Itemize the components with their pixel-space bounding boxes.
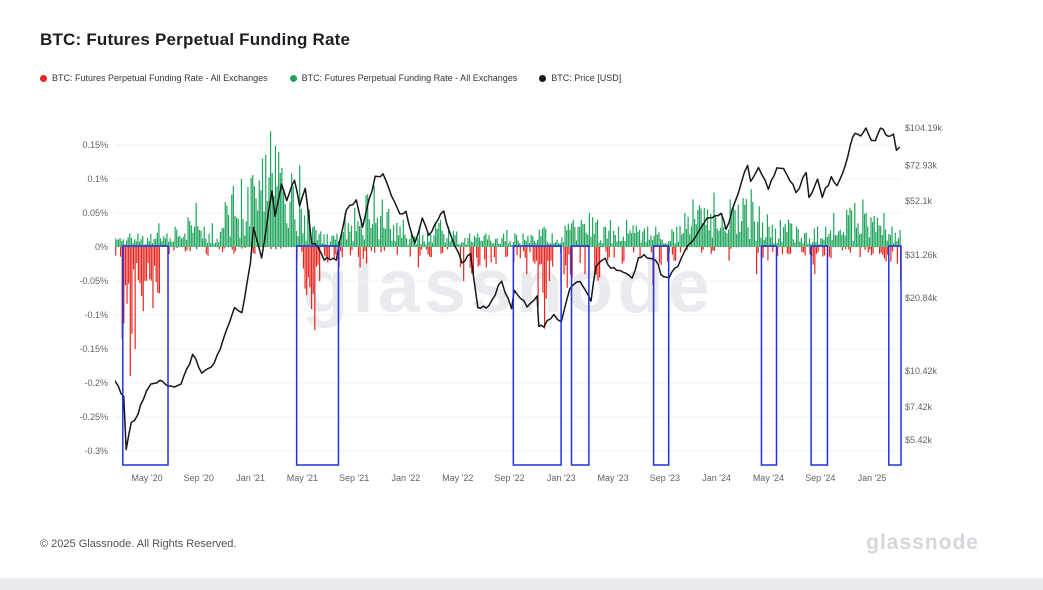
chart-legend: BTC: Futures Perpetual Funding Rate - Al… [40, 73, 621, 83]
svg-text:Jan '24: Jan '24 [702, 473, 731, 483]
svg-text:Sep '24: Sep '24 [805, 473, 835, 483]
svg-text:Sep '22: Sep '22 [494, 473, 524, 483]
svg-text:$20.84k: $20.84k [905, 293, 938, 303]
svg-text:May '23: May '23 [597, 473, 628, 483]
svg-text:Jan '21: Jan '21 [236, 473, 265, 483]
svg-text:May '21: May '21 [287, 473, 318, 483]
svg-text:0%: 0% [95, 242, 108, 252]
copyright-text: © 2025 Glassnode. All Rights Reserved. [40, 538, 237, 550]
svg-text:Jan '23: Jan '23 [547, 473, 576, 483]
funding-rate-bars [115, 131, 901, 377]
svg-text:$72.93k: $72.93k [905, 161, 938, 171]
svg-text:-0.2%: -0.2% [84, 378, 108, 388]
highlight-box [512, 245, 562, 466]
svg-text:Sep '21: Sep '21 [339, 473, 369, 483]
highlight-box [122, 245, 169, 466]
svg-text:May '22: May '22 [442, 473, 473, 483]
highlight-boxes [122, 245, 902, 466]
svg-text:-0.15%: -0.15% [79, 344, 108, 354]
svg-text:Jan '22: Jan '22 [392, 473, 421, 483]
svg-text:-0.05%: -0.05% [79, 276, 108, 286]
page-title: BTC: Futures Perpetual Funding Rate [40, 30, 351, 49]
svg-text:May '20: May '20 [131, 473, 162, 483]
highlight-box [810, 245, 829, 466]
x-axis-labels: May '20 Sep '20 Jan '21 May '21 Sep '21 Jan '… [131, 473, 886, 483]
svg-text:May '24: May '24 [753, 473, 784, 483]
svg-text:$7.42k: $7.42k [905, 402, 933, 412]
highlight-box [652, 245, 670, 466]
bottom-strip [0, 578, 1043, 590]
svg-text:Sep '20: Sep '20 [184, 473, 214, 483]
svg-text:0.1%: 0.1% [87, 174, 108, 184]
svg-text:$5.42k: $5.42k [905, 435, 933, 445]
legend-item-price[interactable]: BTC: Price [USD] [539, 73, 621, 83]
y-axis-left-labels: 0.15% 0.1% 0.05% 0% -0.05% -0.1% -0.15% -0.2% -0… [79, 140, 108, 456]
svg-text:-0.3%: -0.3% [84, 446, 108, 456]
svg-text:-0.1%: -0.1% [84, 310, 108, 320]
legend-label-funding-positive: BTC: Futures Perpetual Funding Rate - Al… [301, 73, 518, 83]
green-dot-icon [289, 74, 297, 82]
svg-text:0.15%: 0.15% [82, 140, 108, 150]
btc-price-line [115, 127, 901, 451]
highlight-box [570, 245, 590, 466]
svg-text:0.05%: 0.05% [82, 208, 108, 218]
legend-item-funding-negative[interactable]: BTC: Futures Perpetual Funding Rate - Al… [40, 73, 268, 83]
red-dot-icon [40, 74, 47, 82]
highlight-box [295, 245, 340, 466]
highlight-box [760, 245, 778, 466]
legend-label-funding-negative: BTC: Futures Perpetual Funding Rate - Al… [52, 73, 268, 83]
svg-text:$10.42k: $10.42k [905, 366, 938, 376]
svg-text:$31.26k: $31.26k [905, 250, 938, 260]
svg-text:$52.1k: $52.1k [905, 196, 933, 206]
gridlines [115, 144, 901, 452]
y-axis-right-labels: $104.19k $72.93k $52.1k $31.26k $20.84k $10.4… [905, 123, 943, 445]
svg-text:Sep '23: Sep '23 [650, 473, 680, 483]
svg-text:-0.25%: -0.25% [79, 412, 108, 422]
glassnode-wordmark: glassnode [866, 531, 979, 554]
svg-text:$104.19k: $104.19k [905, 123, 943, 133]
black-dot-icon [539, 74, 547, 82]
highlight-box [888, 245, 902, 466]
legend-item-funding-positive[interactable]: BTC: Futures Perpetual Funding Rate - Al… [289, 73, 518, 83]
legend-label-price: BTC: Price [USD] [551, 73, 622, 83]
svg-text:Jan '25: Jan '25 [858, 473, 887, 483]
